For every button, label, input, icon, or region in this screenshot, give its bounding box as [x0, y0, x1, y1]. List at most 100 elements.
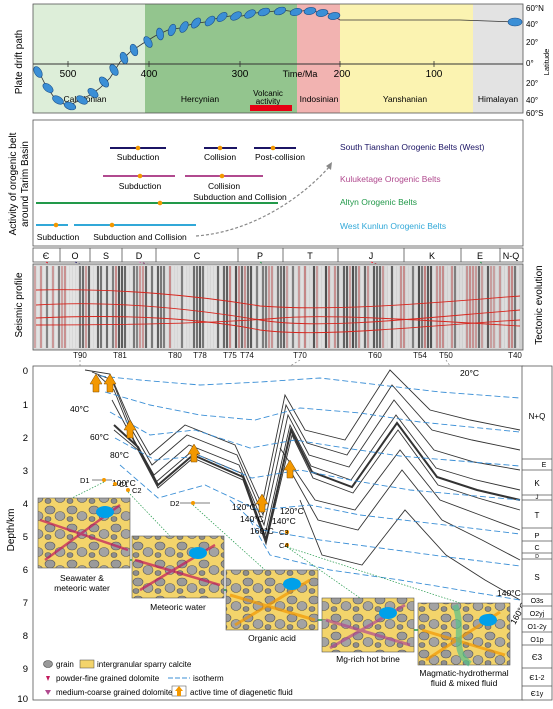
svg-text:0°: 0°	[526, 59, 534, 68]
tick-500: 500	[60, 69, 77, 80]
panel-plate-drift: 500 400 300 200 100 Time/Ma Caledonian H…	[14, 3, 551, 118]
svg-text:K: K	[534, 479, 540, 488]
trend-arrow	[195, 165, 331, 237]
svg-text:E: E	[477, 251, 483, 261]
svg-text:60°S: 60°S	[526, 109, 543, 118]
svg-text:D1: D1	[80, 476, 90, 485]
seismic-horizon-lines	[35, 289, 521, 334]
svg-text:C2: C2	[132, 486, 142, 495]
legend-grain-swatch	[43, 660, 53, 668]
svg-text:Organic acid: Organic acid	[248, 633, 296, 643]
svg-text:4: 4	[23, 499, 28, 510]
svg-text:D2: D2	[170, 499, 180, 508]
legend-altyn: Altyn Orogenic Belts	[340, 197, 417, 207]
panel-seismic: Є O S D C P T J K E N-Q	[14, 247, 545, 367]
time-ticks	[67, 61, 435, 67]
svg-text:T70: T70	[293, 351, 307, 360]
svg-text:Subduction and Collision: Subduction and Collision	[93, 232, 187, 242]
samples: D1 C1 C2 D2 C3 C4	[80, 476, 289, 550]
svg-text:O1-2y: O1-2y	[527, 624, 547, 631]
svg-text:160°C: 160°C	[250, 526, 274, 536]
horizon-labels: T90 T81 T80 T78 T75 T74 T70 T60 T54 T50 …	[73, 351, 522, 360]
legend: grain intergranular sparry calcite powde…	[43, 659, 293, 697]
tick-100: 100	[426, 69, 443, 80]
svg-text:grain: grain	[56, 660, 74, 669]
seismic-to-section-lines	[79, 359, 451, 367]
svg-text:Collision: Collision	[208, 181, 240, 191]
burial-curves	[84, 369, 521, 601]
svg-text:Є3: Є3	[532, 653, 543, 662]
svg-text:O3s: O3s	[531, 598, 544, 605]
depth-ticks: 0 1 2 3 4 5 6 7 8 9 10	[17, 366, 28, 705]
tick-400: 400	[141, 69, 158, 80]
legend-coarse-dolomite-swatch	[45, 690, 51, 695]
svg-text:T80: T80	[168, 351, 182, 360]
svg-text:Collision: Collision	[204, 152, 236, 162]
svg-text:Є1-2: Є1-2	[529, 675, 544, 682]
row-west-kunlun: Subduction Subduction and Collision West…	[36, 221, 446, 242]
volcanic-bar	[250, 105, 292, 111]
trend-arrow-head	[326, 162, 332, 170]
svg-text:T75: T75	[223, 351, 237, 360]
row-south-tianshan: Subduction Collision Post-collision Sout…	[110, 142, 485, 162]
isotherm-lines	[99, 375, 521, 601]
svg-text:C1: C1	[119, 480, 129, 489]
svg-text:Є1y: Є1y	[531, 691, 544, 698]
svg-text:40°: 40°	[526, 20, 538, 29]
svg-text:powder-fine grained dolomite: powder-fine grained dolomite	[56, 674, 160, 683]
svg-text:C4: C4	[279, 541, 289, 550]
svg-text:20°: 20°	[526, 79, 538, 88]
thin-section-4	[321, 597, 415, 653]
tectonic-evolution-label: Tectonic evolution	[534, 265, 545, 345]
svg-text:3: 3	[23, 466, 28, 477]
svg-text:T90: T90	[73, 351, 87, 360]
panel1-frame	[32, 3, 524, 114]
svg-text:P: P	[534, 531, 539, 540]
legend-west-kunlun: West Kunlun Orogenic Belts	[340, 221, 446, 231]
svg-text:9: 9	[23, 664, 28, 675]
legend-kuluketage: Kuluketage Orogenic Belts	[340, 174, 441, 184]
svg-text:J: J	[536, 495, 539, 501]
latitude-label: Latitude	[542, 49, 551, 76]
svg-text:D: D	[136, 251, 143, 261]
fluid-5: Magmatic-hydrothermal fluid & mixed fluid	[419, 668, 508, 688]
svg-text:J: J	[369, 251, 374, 261]
tick-200: 200	[334, 69, 351, 80]
svg-text:Post-collision: Post-collision	[255, 152, 305, 162]
svg-text:0: 0	[23, 366, 28, 377]
svg-text:Є: Є	[43, 251, 50, 261]
svg-text:Subduction: Subduction	[37, 232, 80, 242]
svg-text:140°C: 140°C	[240, 514, 264, 524]
panel1-ylabel: Plate drift path	[14, 30, 25, 94]
svg-text:6: 6	[23, 565, 28, 576]
tile-connectors	[130, 559, 418, 631]
svg-text:S: S	[103, 251, 109, 261]
svg-text:1: 1	[23, 400, 28, 411]
strat-column: N+Q E K J T P C D S O3s O2yj O1-2y O1p Є…	[521, 365, 553, 701]
svg-text:20°C: 20°C	[460, 368, 479, 378]
svg-text:60°C: 60°C	[90, 432, 109, 442]
svg-text:isotherm: isotherm	[193, 674, 224, 683]
period-indosinian-bg	[297, 4, 340, 113]
svg-text:140°C: 140°C	[497, 588, 521, 598]
svg-text:T81: T81	[113, 351, 127, 360]
fluid-1: Seawater & meteoric water	[54, 573, 110, 593]
svg-text:2: 2	[23, 433, 28, 444]
panel2-ylabel: Activity of orogenic beltaround Tarim Ba…	[8, 132, 31, 235]
svg-text:80°C: 80°C	[110, 450, 129, 460]
svg-text:T74: T74	[240, 351, 254, 360]
svg-text:10: 10	[17, 694, 28, 704]
fluid-activity-arrows	[89, 373, 297, 513]
fluid-labels: Seawater & meteoric water Meteoric water …	[54, 573, 509, 688]
svg-text:T50: T50	[439, 351, 453, 360]
svg-text:C: C	[194, 251, 201, 261]
panel-orogenic-activity: Activity of orogenic beltaround Tarim Ba…	[8, 119, 524, 247]
sample-leaders	[71, 481, 461, 604]
label-yanshanian: Yanshanian	[383, 94, 428, 104]
panel2-frame	[32, 119, 524, 247]
svg-text:120°C: 120°C	[280, 506, 304, 516]
svg-text:T54: T54	[413, 351, 427, 360]
svg-text:O: O	[71, 251, 78, 261]
svg-text:60°N: 60°N	[526, 4, 544, 13]
